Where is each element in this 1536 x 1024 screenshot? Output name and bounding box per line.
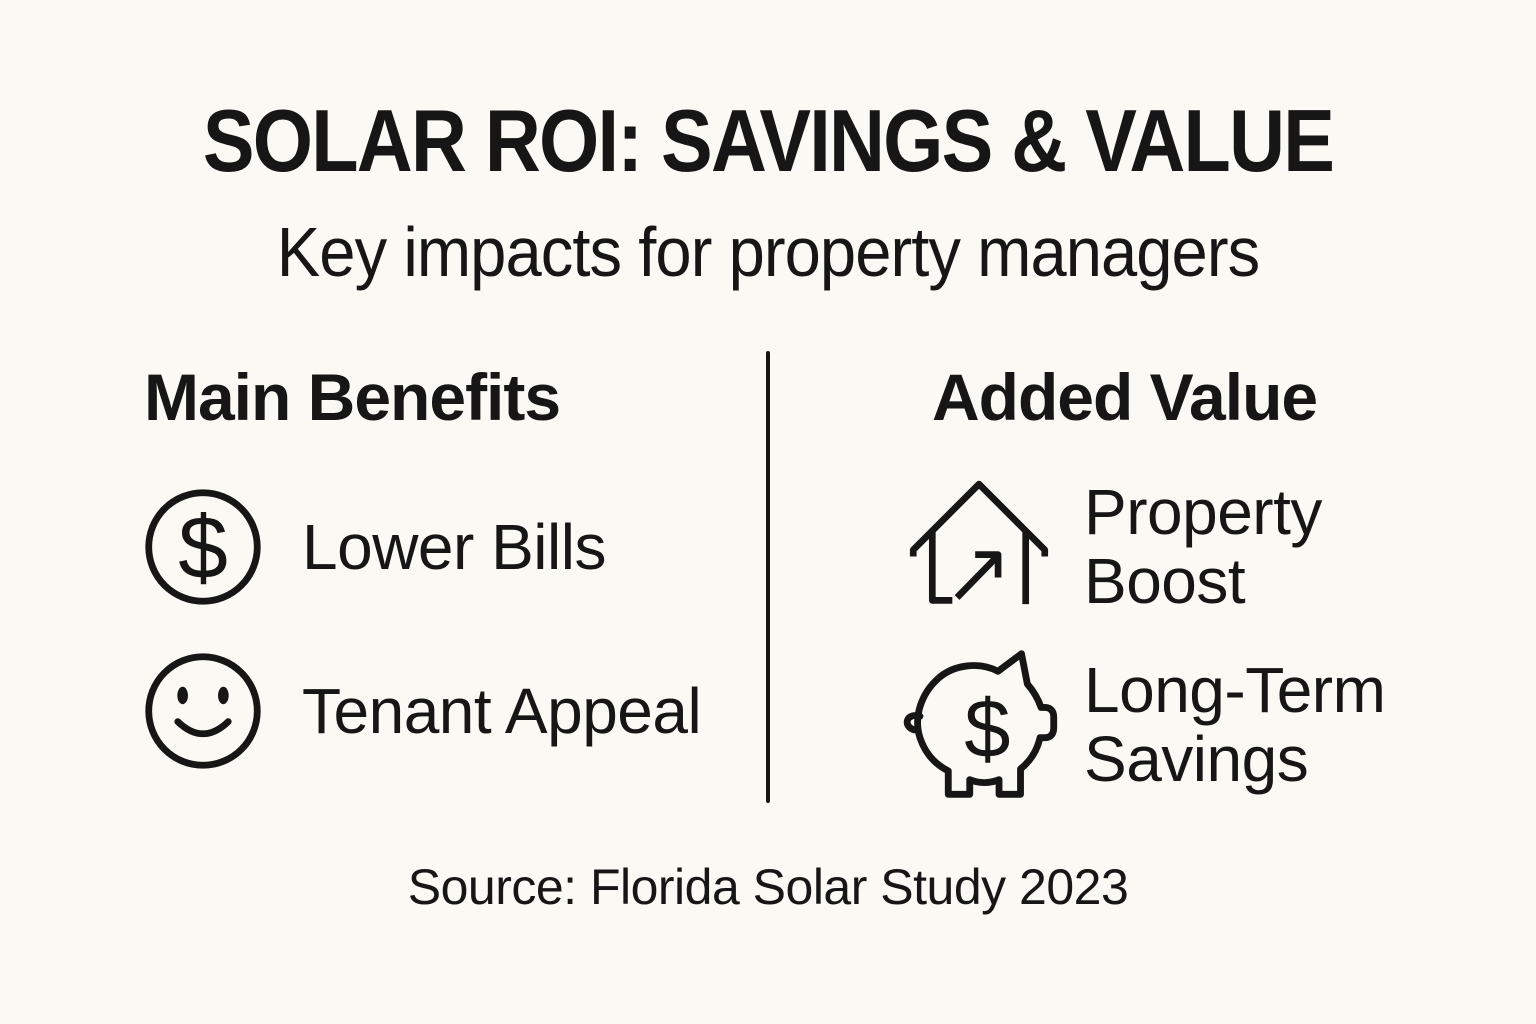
dollar-symbol: $ — [178, 497, 228, 597]
dollar-coin-icon: $ — [145, 489, 261, 605]
page-subtitle: Key impacts for property managers — [276, 213, 1260, 291]
benefit-label-lower-bills: Lower Bills — [302, 511, 606, 583]
value-label-long-term-savings: Long-Term Savings — [1084, 653, 1386, 795]
benefit-label-tenant-appeal: Tenant Appeal — [302, 675, 702, 747]
column-divider — [766, 351, 770, 803]
smiley-face-icon — [145, 653, 261, 769]
benefit-row-lower-bills: $ Lower Bills — [140, 484, 606, 610]
column-heading-added-value: Added Value — [932, 360, 1318, 434]
column-heading-main-benefits: Main Benefits — [144, 360, 561, 434]
value-row-long-term-savings: $ Long-Term Savings — [894, 642, 1444, 808]
value-label-property-boost: Property Boost — [1084, 475, 1322, 617]
source-note: Source: Florida Solar Study 2023 — [407, 859, 1129, 915]
page-title: SOLAR ROI: SAVINGS & VALUE — [202, 91, 1335, 190]
piggy-bank-icon: $ — [903, 650, 1058, 798]
dollar-symbol: $ — [964, 682, 1010, 775]
house-appreciation-icon — [909, 480, 1049, 605]
benefit-row-tenant-appeal: Tenant Appeal — [140, 648, 702, 774]
value-row-property-boost: Property Boost — [898, 466, 1444, 628]
